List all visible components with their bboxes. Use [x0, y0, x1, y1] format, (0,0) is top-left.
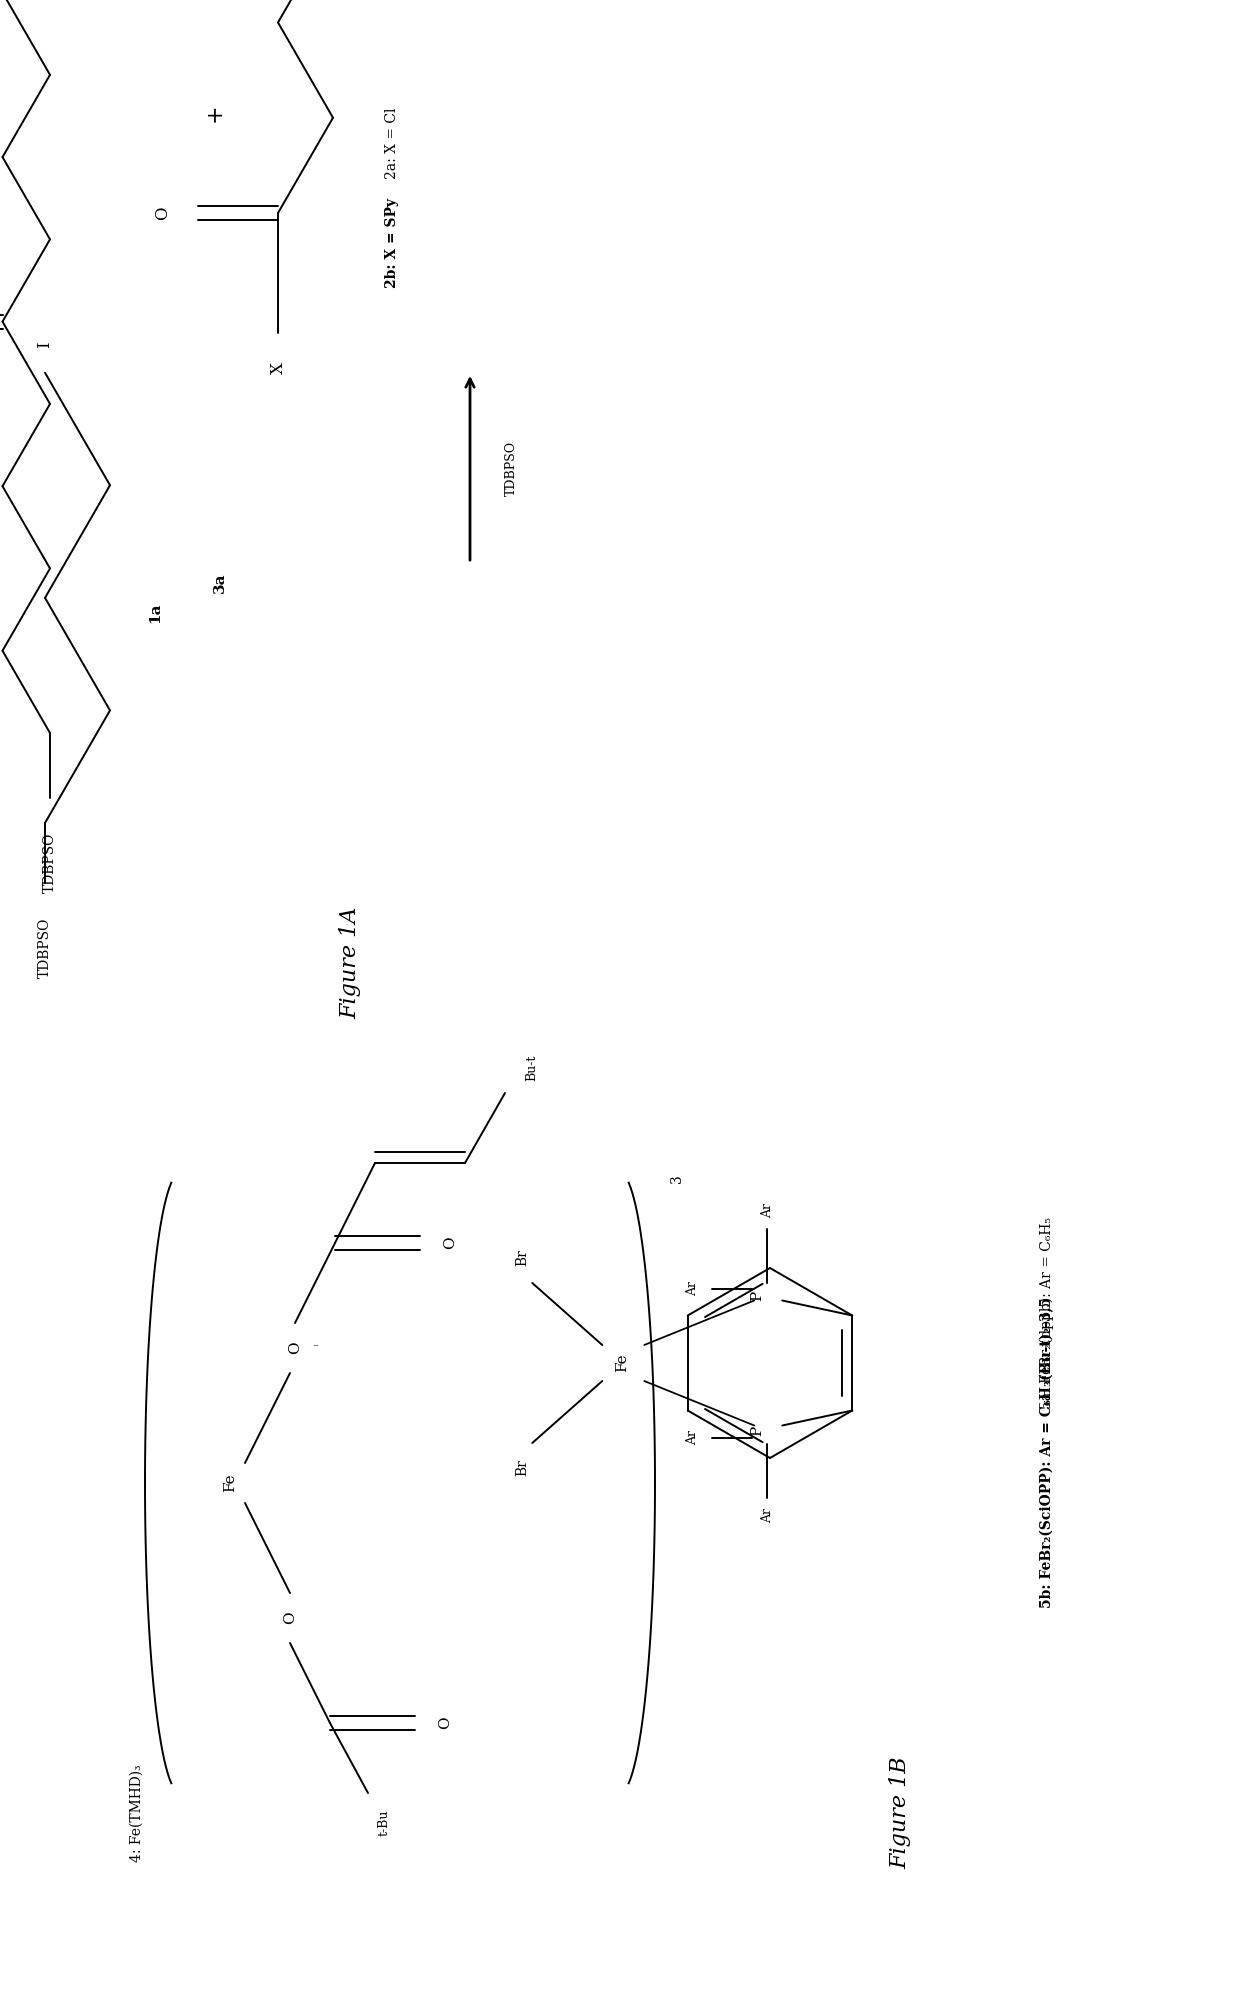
Text: Br: Br: [516, 1250, 529, 1266]
Text: Br: Br: [516, 1459, 529, 1476]
Text: Fe: Fe: [223, 1474, 237, 1492]
Text: 2b: X = SPy: 2b: X = SPy: [384, 197, 399, 288]
Text: P: P: [750, 1290, 764, 1300]
Text: TDBPSO: TDBPSO: [505, 441, 518, 495]
Text: I: I: [36, 340, 53, 348]
Text: Ar: Ar: [761, 1204, 774, 1218]
Text: 2a: X = Cl: 2a: X = Cl: [384, 107, 399, 179]
Text: Ar: Ar: [686, 1429, 699, 1445]
Text: X: X: [269, 362, 286, 374]
Text: TDBPSO: TDBPSO: [38, 918, 52, 978]
Text: +: +: [205, 105, 226, 123]
Text: O: O: [283, 1612, 298, 1624]
Text: ⁻: ⁻: [312, 1343, 317, 1353]
Text: Ar: Ar: [686, 1280, 699, 1296]
Text: Ar: Ar: [761, 1508, 774, 1524]
Text: O: O: [288, 1343, 303, 1355]
Text: Bu-t: Bu-t: [525, 1055, 538, 1081]
Text: t-Bu: t-Bu: [378, 1810, 391, 1836]
Text: P: P: [750, 1425, 764, 1435]
Text: 1a: 1a: [148, 602, 162, 624]
Text: Fe: Fe: [615, 1353, 629, 1373]
Text: TDBPSO: TDBPSO: [43, 833, 57, 894]
Text: 3a: 3a: [213, 574, 227, 594]
Text: O: O: [443, 1236, 458, 1250]
Text: 5b: FeBr₂(SciOPP): Ar = C₆H₃(Bu-t)₂-3,5: 5b: FeBr₂(SciOPP): Ar = C₆H₃(Bu-t)₂-3,5: [1040, 1298, 1054, 1608]
Text: Figure 1B: Figure 1B: [889, 1757, 911, 1870]
Text: O: O: [438, 1717, 453, 1729]
Text: 4: Fe(TMHD)₃: 4: Fe(TMHD)₃: [130, 1763, 144, 1862]
Text: O: O: [155, 205, 171, 219]
Text: 3: 3: [670, 1174, 684, 1184]
Text: Figure 1A: Figure 1A: [339, 906, 361, 1019]
Text: 5a: FeBr₂(dppb): Ar = C₆H₅: 5a: FeBr₂(dppb): Ar = C₆H₅: [1040, 1218, 1054, 1409]
